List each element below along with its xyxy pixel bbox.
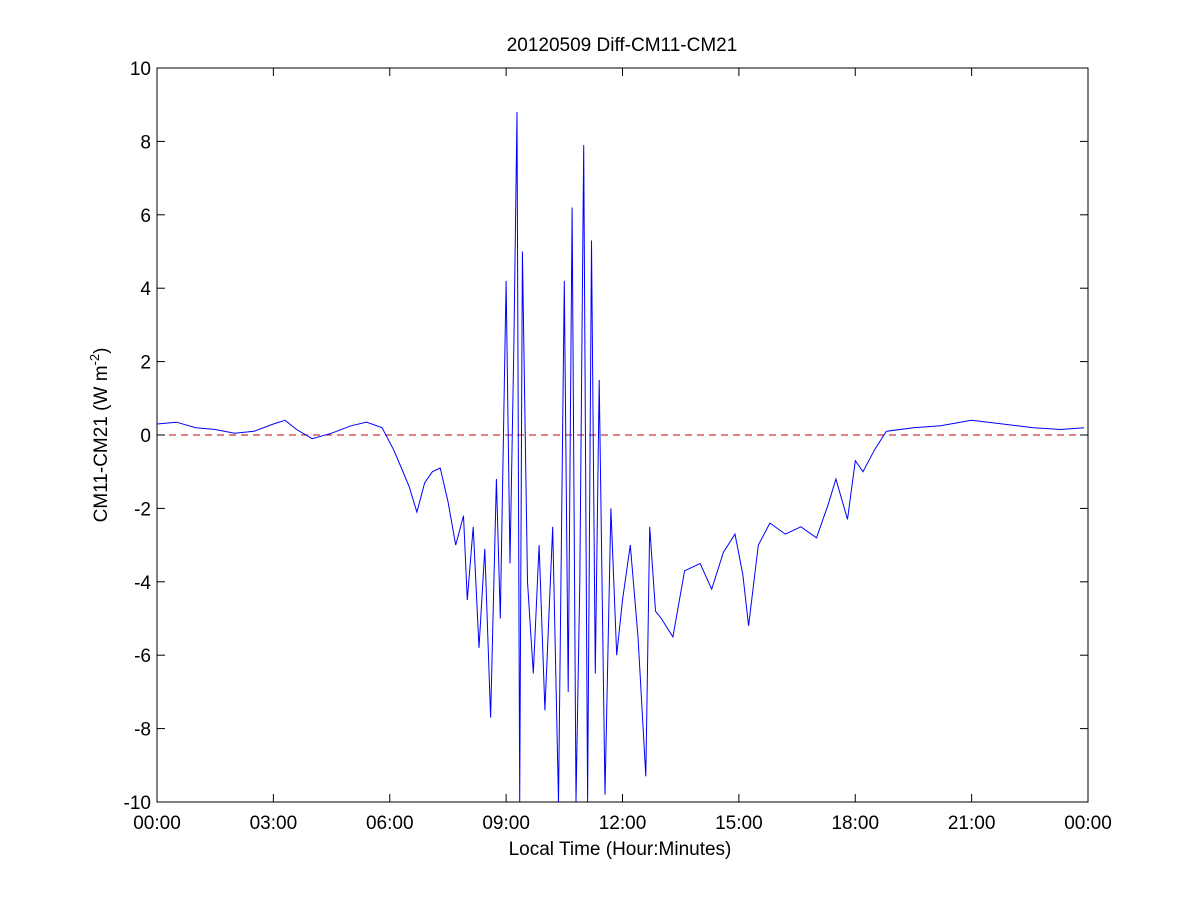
x-tick-label: 00:00 — [1064, 813, 1112, 834]
x-tick-label: 21:00 — [948, 813, 996, 834]
y-tick-label: 8 — [140, 132, 151, 153]
x-axis-label: Local Time (Hour:Minutes) — [509, 839, 732, 860]
x-axis: 00:00 03:00 06:00 09:00 12:00 15:00 18:00 21:00… — [133, 68, 1112, 834]
y-tick-label: -6 — [134, 646, 151, 667]
chart-title: 20120509 Diff-CM11-CM21 — [507, 35, 738, 56]
series-line-0 — [157, 111, 1085, 802]
y-tick-label: 10 — [130, 59, 151, 80]
x-tick-label: 06:00 — [366, 813, 414, 834]
x-tick-label: 12:00 — [599, 813, 647, 834]
y-tick-label: 6 — [140, 206, 151, 227]
y-axis-label-suffix: ) — [91, 348, 112, 354]
y-tick-label: 4 — [140, 279, 151, 300]
x-tick-label: 15:00 — [715, 813, 763, 834]
y-tick-label: -4 — [134, 573, 151, 594]
x-tick-label: 18:00 — [831, 813, 879, 834]
x-tick-label: 09:00 — [482, 813, 530, 834]
y-axis-label: CM11-CM21 (W m-2) — [87, 348, 112, 523]
y-tick-label: -10 — [124, 793, 151, 814]
x-tick-label: 03:00 — [250, 813, 298, 834]
y-tick-label: 0 — [140, 426, 151, 447]
y-axis-label-superscript: -2 — [87, 354, 102, 366]
y-tick-label: 2 — [140, 353, 151, 374]
plot-layer — [157, 111, 1088, 802]
y-axis-label-prefix: CM11-CM21 (W m — [91, 365, 112, 522]
y-axis: -10 -8 -6 -4 -2 0 2 4 6 8 10 — [124, 59, 1088, 814]
y-tick-label: -2 — [134, 499, 151, 520]
y-tick-label: -8 — [134, 720, 151, 741]
x-tick-label: 00:00 — [133, 813, 181, 834]
